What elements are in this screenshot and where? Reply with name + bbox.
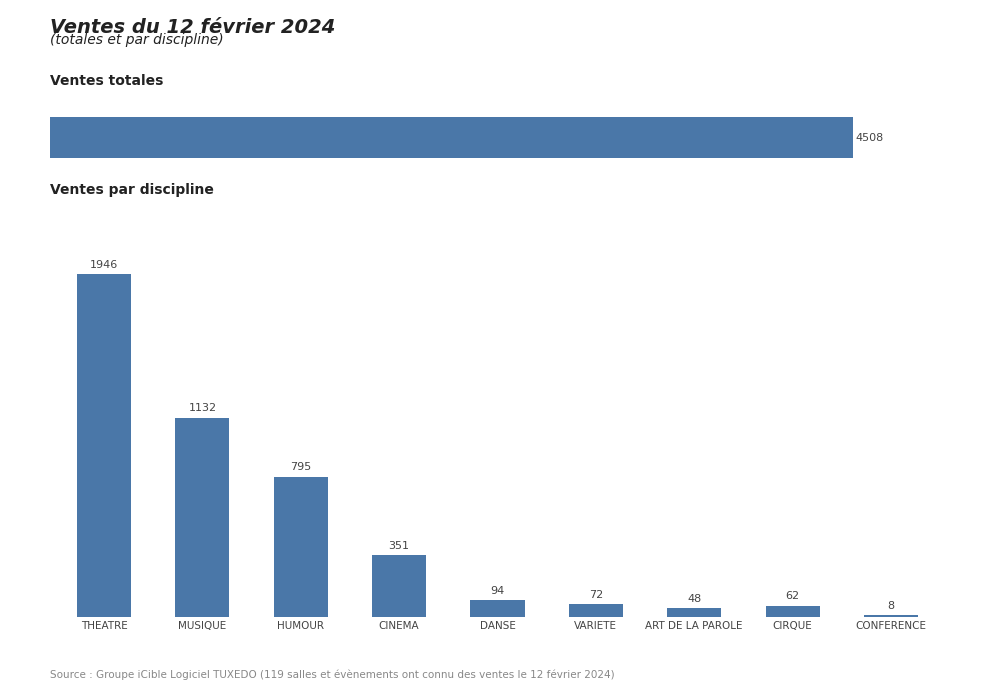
Text: (totales et par discipline): (totales et par discipline) bbox=[50, 33, 224, 47]
Text: 48: 48 bbox=[687, 594, 701, 604]
Bar bbox=[50, 117, 853, 158]
Text: Ventes du 12 février 2024: Ventes du 12 février 2024 bbox=[50, 18, 335, 37]
Text: 1946: 1946 bbox=[90, 260, 118, 270]
Bar bbox=[766, 606, 820, 617]
Text: 8: 8 bbox=[887, 601, 895, 611]
Text: 4508: 4508 bbox=[855, 132, 883, 143]
Text: 94: 94 bbox=[490, 586, 505, 596]
Bar bbox=[77, 275, 131, 617]
Text: 72: 72 bbox=[589, 590, 603, 599]
Bar bbox=[372, 555, 426, 617]
Text: 351: 351 bbox=[389, 541, 410, 551]
Bar bbox=[667, 608, 721, 617]
Text: Ventes par discipline: Ventes par discipline bbox=[50, 183, 214, 197]
Bar bbox=[175, 418, 229, 617]
Text: 1132: 1132 bbox=[188, 403, 216, 413]
Text: Source : Groupe iCible Logiciel TUXEDO (119 salles et évènements ont connu des v: Source : Groupe iCible Logiciel TUXEDO (… bbox=[50, 669, 615, 680]
Bar bbox=[569, 604, 623, 617]
Bar bbox=[470, 600, 525, 617]
Bar bbox=[274, 477, 328, 617]
Bar bbox=[864, 615, 918, 617]
Text: Ventes totales: Ventes totales bbox=[50, 74, 163, 88]
Text: 795: 795 bbox=[290, 462, 311, 473]
Text: 62: 62 bbox=[786, 592, 800, 602]
